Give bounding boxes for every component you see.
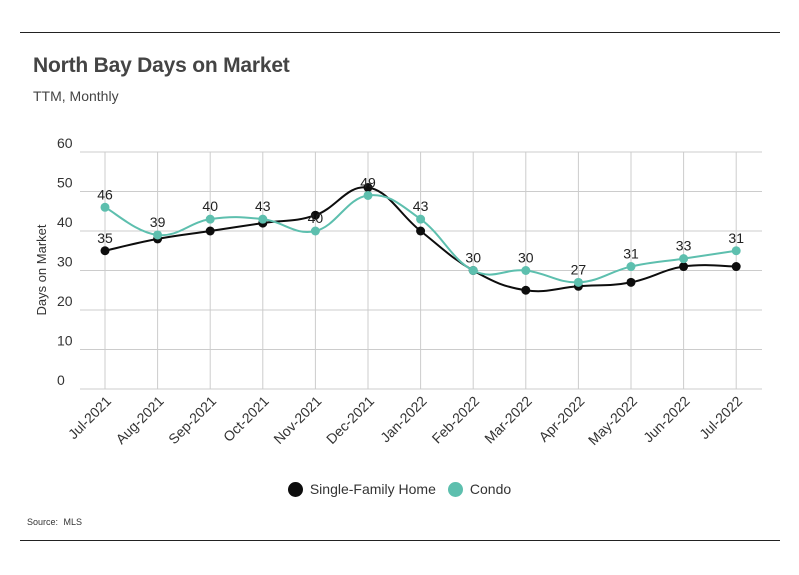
data-point-single-family[interactable] (679, 262, 689, 272)
data-label-condo: 33 (676, 238, 692, 254)
data-point-single-family[interactable] (521, 285, 531, 295)
source-note: Source: MLS (27, 517, 85, 527)
data-point-condo[interactable] (416, 214, 426, 224)
data-point-condo[interactable] (573, 277, 583, 287)
x-tick-label: Oct-2021 (220, 393, 272, 445)
y-tick-label: 40 (57, 214, 73, 230)
x-tick-label: Sep-2021 (165, 393, 219, 447)
source-value: MLS (63, 517, 83, 527)
x-tick-label: Aug-2021 (112, 393, 166, 447)
y-tick-label: 50 (57, 175, 73, 191)
y-axis-title: Days on Market (34, 224, 49, 315)
data-point-condo[interactable] (731, 246, 741, 256)
data-point-condo[interactable] (679, 254, 689, 264)
y-tick-label: 60 (57, 135, 73, 151)
data-point-condo[interactable] (626, 262, 636, 272)
x-tick-label: Jun-2022 (640, 393, 693, 446)
y-tick-label: 30 (57, 254, 73, 270)
data-point-condo[interactable] (100, 202, 110, 212)
data-label-condo: 39 (150, 214, 166, 230)
data-labels: 46 39 40 43 40 49 43 30 30 27 31 33 31 35 (97, 174, 744, 277)
data-label-condo: 31 (728, 230, 744, 246)
data-point-condo[interactable] (153, 230, 163, 240)
y-tick-label: 10 (57, 333, 73, 349)
legend: Single-Family Home Condo (0, 481, 799, 497)
legend-marker-condo (447, 481, 463, 497)
data-point-condo[interactable] (205, 214, 215, 224)
chart-subtitle: TTM, Monthly (33, 88, 119, 104)
data-point-condo[interactable] (363, 190, 373, 200)
data-point-single-family[interactable] (310, 210, 320, 220)
y-tick-label: 20 (57, 293, 73, 309)
data-point-condo[interactable] (258, 214, 268, 224)
data-label-single-family: 35 (97, 230, 113, 246)
bottom-rule (20, 540, 780, 541)
data-label-condo: 43 (413, 198, 429, 214)
x-tick-label: May-2022 (585, 393, 640, 448)
x-tick-label: Jan-2022 (377, 393, 430, 446)
data-point-single-family[interactable] (626, 277, 636, 287)
source-label: Source: (27, 517, 59, 527)
data-label-condo: 31 (623, 246, 639, 262)
data-label-condo: 30 (465, 250, 481, 266)
data-point-single-family[interactable] (363, 183, 373, 193)
x-tick-label: Nov-2021 (270, 393, 324, 447)
data-point-single-family[interactable] (205, 226, 215, 236)
x-tick-label: Mar-2022 (481, 393, 535, 447)
grid-lines (80, 151, 762, 390)
legend-item-condo[interactable]: Condo (447, 481, 512, 497)
x-tick-label: Dec-2021 (323, 393, 377, 447)
data-label-condo: 49 (360, 174, 376, 190)
y-axis: 0 10 20 30 40 50 60 (57, 135, 73, 388)
data-label-condo: 40 (308, 210, 324, 226)
x-tick-label: Jul-2022 (696, 393, 745, 442)
data-label-condo: 43 (255, 198, 271, 214)
chart-title: North Bay Days on Market (33, 54, 290, 77)
x-tick-label: Feb-2022 (429, 393, 483, 447)
data-point-condo[interactable] (521, 266, 531, 275)
series (100, 183, 741, 295)
legend-marker-single-family (287, 481, 303, 497)
top-rule (20, 32, 780, 33)
y-tick-label: 0 (57, 372, 65, 388)
legend-item-single-family[interactable]: Single-Family Home (287, 481, 436, 497)
legend-label-single-family: Single-Family Home (309, 481, 436, 497)
x-tick-label: Apr-2022 (535, 393, 587, 445)
data-point-condo[interactable] (310, 226, 320, 236)
data-label-condo: 30 (518, 250, 534, 266)
data-label-condo: 40 (202, 198, 218, 214)
x-tick-label: Jul-2021 (65, 393, 114, 442)
data-point-single-family[interactable] (731, 262, 741, 272)
data-point-single-family[interactable] (416, 226, 426, 236)
data-label-condo: 46 (97, 186, 113, 202)
data-label-condo: 27 (571, 261, 587, 277)
legend-label-condo: Condo (469, 481, 512, 497)
data-point-single-family[interactable] (100, 246, 110, 256)
data-point-condo[interactable] (468, 266, 478, 275)
